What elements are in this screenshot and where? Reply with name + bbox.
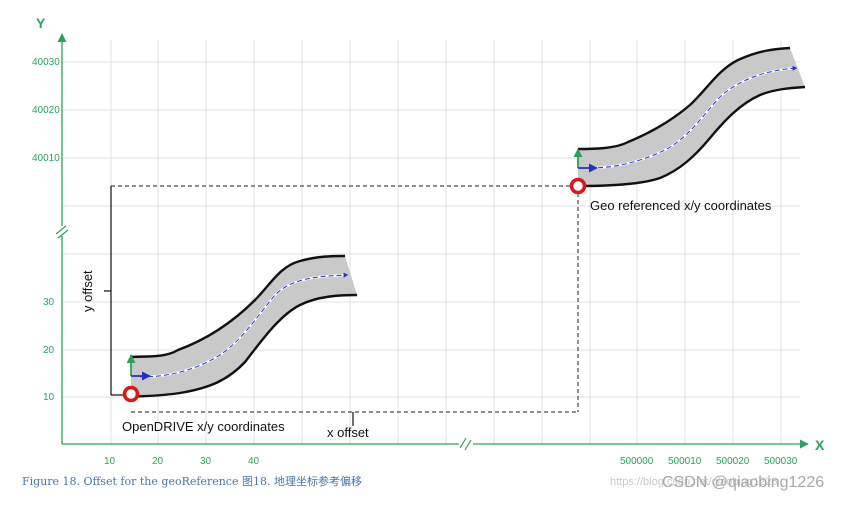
local-road-left-edge — [130, 254, 346, 359]
y-tick-local: 30 — [43, 297, 55, 308]
x-axis-break-icon — [459, 437, 472, 451]
geo-coordinates-label: Geo referenced x/y coordinates — [590, 198, 772, 213]
geo-road-surface — [578, 48, 805, 186]
x-tick-geo: 500010 — [668, 456, 702, 467]
y-tick-geo: 40020 — [32, 105, 60, 116]
geo-lane-arrow — [589, 65, 798, 169]
geo-road-left-edge — [577, 46, 791, 151]
local-axis-glyph — [126, 354, 151, 381]
y-offset-label: y offset — [80, 270, 95, 312]
x-axis-break-gap — [459, 438, 473, 450]
geo-axis-glyph — [573, 148, 598, 173]
y-axis-break-icon — [55, 225, 69, 239]
x-tick-geo: 500000 — [620, 456, 654, 467]
geo-road — [577, 46, 806, 188]
x-offset-label: x offset — [327, 425, 369, 440]
x-tick-local: 40 — [248, 456, 260, 467]
x-tick-geo: 500020 — [716, 456, 750, 467]
local-origin-marker — [122, 385, 140, 403]
local-road-surface — [131, 256, 357, 397]
x-axis-name: X — [815, 437, 825, 453]
y-tick-geo: 40010 — [32, 153, 60, 164]
y-tick-local: 10 — [43, 392, 55, 403]
offset-dashed-lines — [111, 185, 579, 413]
watermark-csdn: CSDN @qiaobing1226 — [662, 474, 824, 491]
x-tick-local: 20 — [152, 456, 164, 467]
grid — [62, 40, 800, 444]
local-coordinates-label: OpenDRIVE x/y coordinates — [122, 419, 285, 434]
figure-caption: Figure 18. Offset for the geoReference 图… — [22, 474, 362, 488]
y-offset-bracket — [104, 186, 124, 396]
local-lane-arrow — [139, 272, 349, 378]
y-tick-local: 20 — [43, 345, 55, 356]
x-tick-local: 30 — [200, 456, 212, 467]
x-tick-local: 10 — [104, 456, 116, 467]
local-road-right-edge — [130, 293, 358, 399]
y-axis-name: Y — [36, 15, 46, 31]
y-axis-break-gap — [55, 226, 69, 236]
x-tick-geo: 500030 — [764, 456, 798, 467]
watermark-faint: https://blog.csdn.net/qiaobing1226 — [610, 476, 778, 488]
y-tick-geo: 40030 — [32, 57, 60, 68]
geo-origin-marker — [569, 177, 587, 195]
local-road — [130, 254, 358, 399]
geo-road-right-edge — [577, 85, 806, 188]
